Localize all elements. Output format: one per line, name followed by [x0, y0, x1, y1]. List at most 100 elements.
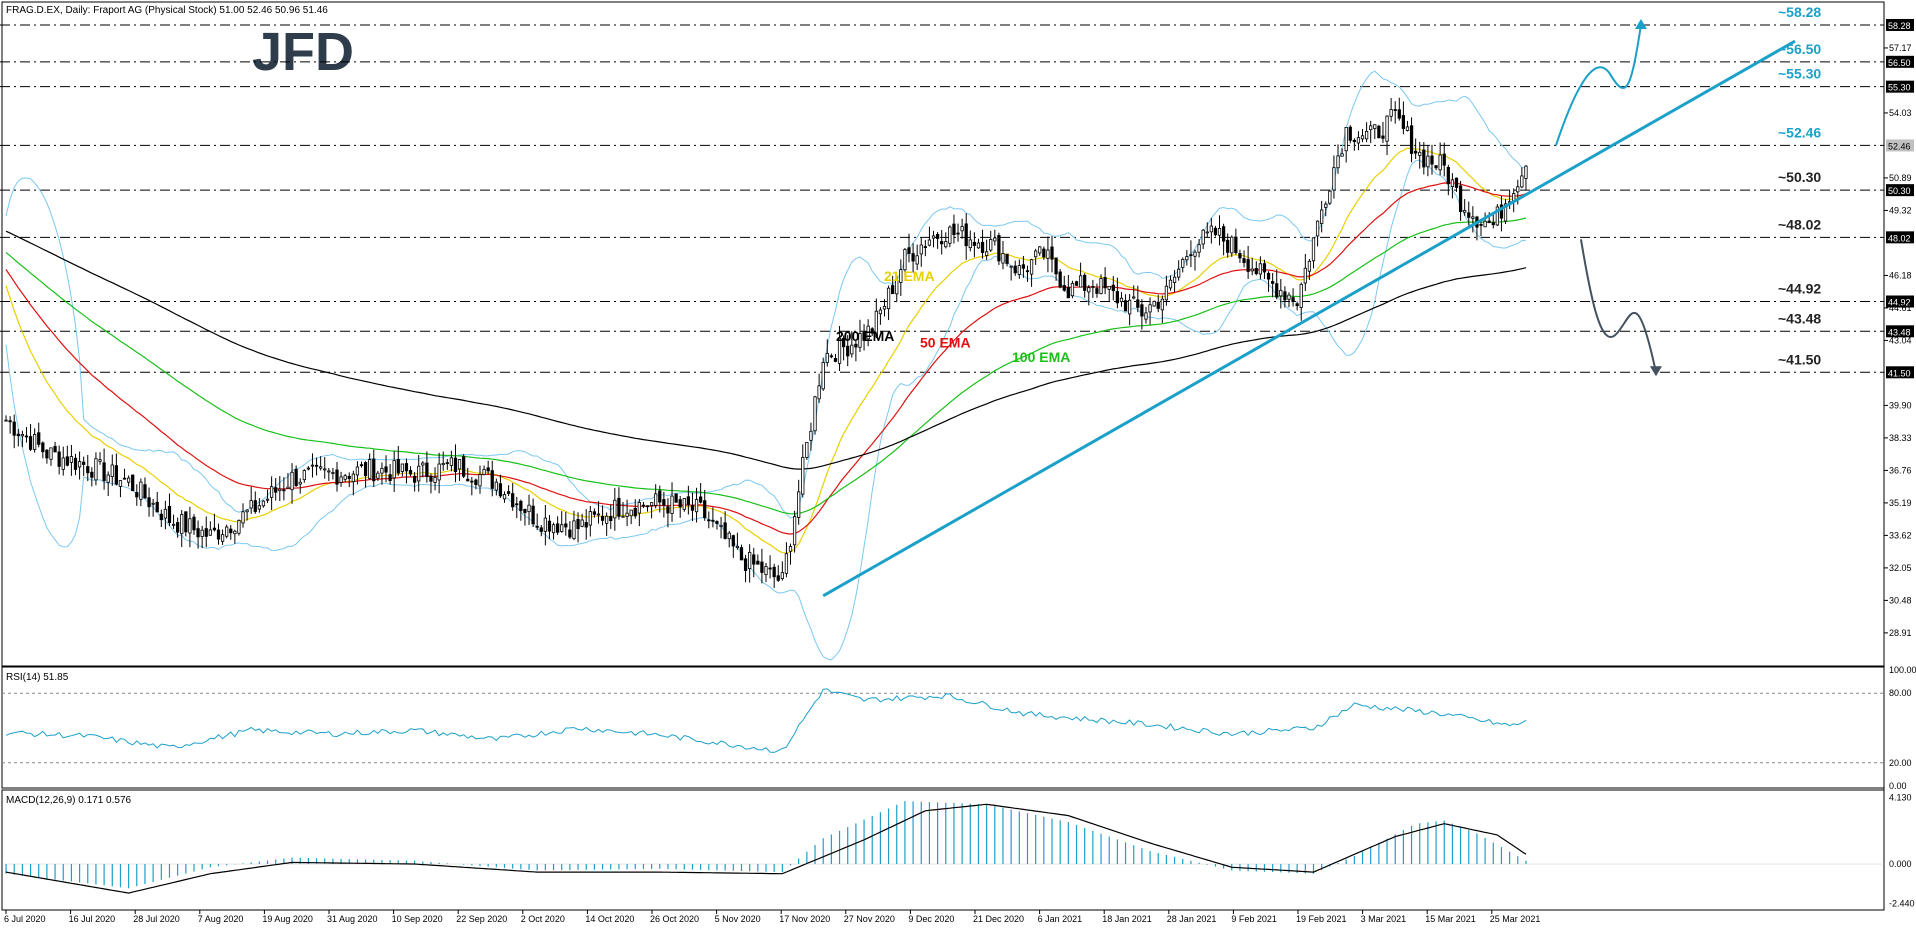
bearish-arrowhead: [1649, 366, 1662, 377]
candle-bear: [404, 463, 409, 472]
price-tag-bg: [1886, 366, 1914, 379]
price-tag-bg: [1886, 139, 1914, 152]
candle-bear: [662, 499, 666, 506]
candle-bear: [972, 241, 977, 246]
candle-bull: [527, 504, 531, 513]
candle-bear: [1414, 150, 1418, 154]
candle-bull: [1438, 154, 1442, 171]
time-tick-label: 28 Jul 2020: [133, 914, 180, 924]
time-tick-label: 2 Oct 2020: [521, 914, 565, 924]
candle-bear: [1221, 226, 1226, 242]
candle-bull: [220, 534, 225, 542]
candle-bear: [1381, 135, 1385, 139]
candle-bear: [1111, 284, 1115, 292]
candle-bull: [1450, 179, 1455, 187]
candle-bull: [792, 516, 797, 546]
candle-bull: [1193, 251, 1197, 257]
candle-bull: [1328, 190, 1332, 204]
candle-bear: [1123, 300, 1128, 312]
price-tick-label: 57.17: [1889, 43, 1912, 53]
candle-bull: [1389, 109, 1393, 117]
candle-bull: [1250, 268, 1254, 272]
candle-bear: [690, 504, 695, 511]
candle-bear: [1422, 149, 1426, 168]
candle-bull: [1332, 167, 1336, 191]
candle-bear: [666, 506, 670, 514]
candle-bull: [417, 465, 421, 482]
candle-bull: [261, 500, 266, 507]
candle-bull: [163, 508, 168, 519]
candle-bear: [645, 505, 650, 508]
candle-bear: [592, 511, 597, 515]
candle-bull: [1209, 225, 1213, 233]
candle-bull: [449, 457, 454, 466]
candle-bull: [1046, 249, 1050, 259]
candle-bear: [16, 433, 20, 437]
time-tick-label: 18 Jan 2021: [1102, 914, 1152, 924]
candle-bull: [874, 310, 878, 337]
candle-bull: [850, 344, 854, 355]
candle-bull: [572, 520, 576, 539]
candle-bear: [335, 469, 339, 485]
time-tick-label: 21 Dec 2020: [973, 914, 1024, 924]
candle-bear: [90, 471, 94, 478]
time-tick-label: 10 Sep 2020: [392, 914, 443, 924]
candle-bear: [555, 523, 560, 533]
candle-bear: [1295, 303, 1299, 307]
candle-bear: [388, 474, 392, 481]
candle-bull: [302, 470, 306, 481]
candle-bull: [61, 457, 65, 470]
candle-bear: [760, 561, 764, 573]
time-axis: 6 Jul 2020 16 Jul 2020 28 Jul 2020 7 Aug 20…: [4, 910, 1540, 924]
candle-bull: [1258, 263, 1263, 275]
candle-bear: [891, 285, 895, 295]
candle-bull: [245, 509, 249, 513]
candle-bear: [1074, 281, 1079, 286]
candle-bull: [151, 502, 155, 505]
candle-bear: [952, 223, 956, 236]
candle-bull: [903, 249, 907, 271]
candle-bull: [1172, 276, 1177, 283]
candle-bull: [960, 226, 964, 232]
candle-bear: [1434, 165, 1438, 169]
candle-bull: [69, 456, 74, 463]
candle-bull: [825, 352, 829, 363]
candle-bear: [940, 241, 944, 245]
candle-bull: [118, 480, 123, 487]
candle-bull: [1132, 296, 1136, 299]
candle-bull: [1279, 289, 1283, 297]
candle-bear: [776, 575, 780, 581]
candle-bull: [482, 469, 486, 476]
level-label: ~48.02: [1778, 216, 1821, 232]
jfd-logo: JFD: [252, 22, 354, 82]
candle-bear: [564, 523, 568, 528]
candle-bear: [1430, 155, 1434, 165]
candle-bear: [1066, 286, 1070, 299]
candle-bull: [298, 481, 302, 485]
ema200-line: [5, 230, 1527, 470]
candle-bull: [1148, 304, 1152, 313]
candle-bear: [743, 558, 748, 571]
candle-bull: [171, 523, 176, 526]
candle-bull: [1483, 220, 1487, 228]
candle-bear: [686, 496, 690, 505]
ema21-line: [5, 147, 1527, 554]
candle-bull: [1307, 260, 1312, 272]
candle-bear: [498, 483, 503, 497]
candle-bear: [282, 489, 286, 492]
candle-bull: [580, 519, 584, 527]
candle-bull: [106, 474, 110, 483]
time-tick-label: 5 Nov 2020: [715, 914, 761, 924]
price-tag-label: 50.30: [1888, 186, 1911, 196]
candle-bear: [997, 235, 1001, 262]
candle-bear: [911, 253, 915, 262]
candle-bull: [331, 472, 335, 474]
price-tag-bg: [1886, 184, 1914, 197]
time-tick-label: 15 Mar 2021: [1425, 914, 1476, 924]
level-label: ~58.28: [1778, 4, 1821, 20]
candle-bear: [1234, 236, 1238, 254]
candle-bear: [425, 462, 429, 477]
time-tick-label: 19 Feb 2021: [1296, 914, 1347, 924]
candle-bull: [629, 509, 633, 517]
level-label: ~52.46: [1778, 124, 1821, 140]
